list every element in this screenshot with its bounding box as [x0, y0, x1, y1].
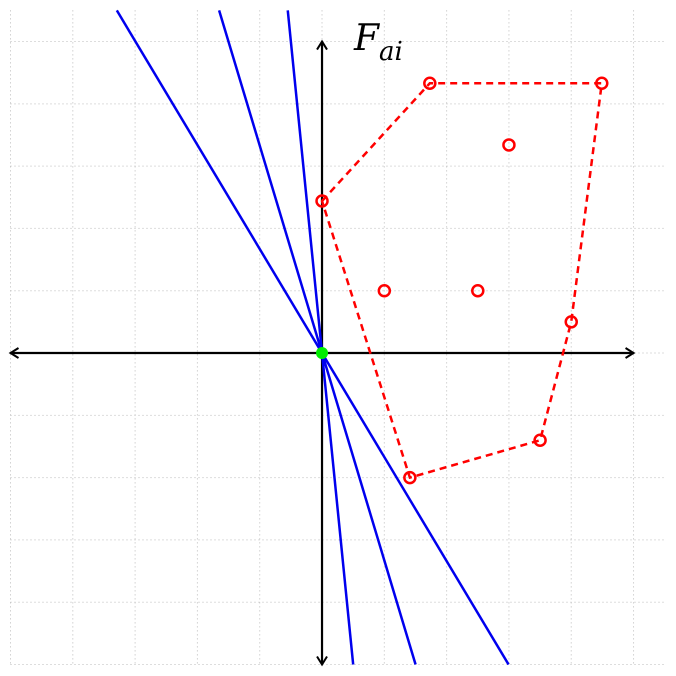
point [533, 433, 547, 447]
point [315, 194, 329, 208]
slope-line [286, 10, 355, 665]
y-axis-label: Fai [353, 18, 403, 67]
point [377, 283, 392, 298]
point [502, 138, 516, 152]
y-label-base: F [353, 18, 381, 59]
origin-point [316, 347, 329, 360]
slope-line [115, 9, 510, 666]
point [423, 76, 437, 91]
hull-outline [320, 82, 604, 480]
slope-line [217, 10, 417, 665]
point [403, 470, 417, 485]
y-label-subscript: ai [379, 37, 403, 67]
point [471, 283, 485, 298]
